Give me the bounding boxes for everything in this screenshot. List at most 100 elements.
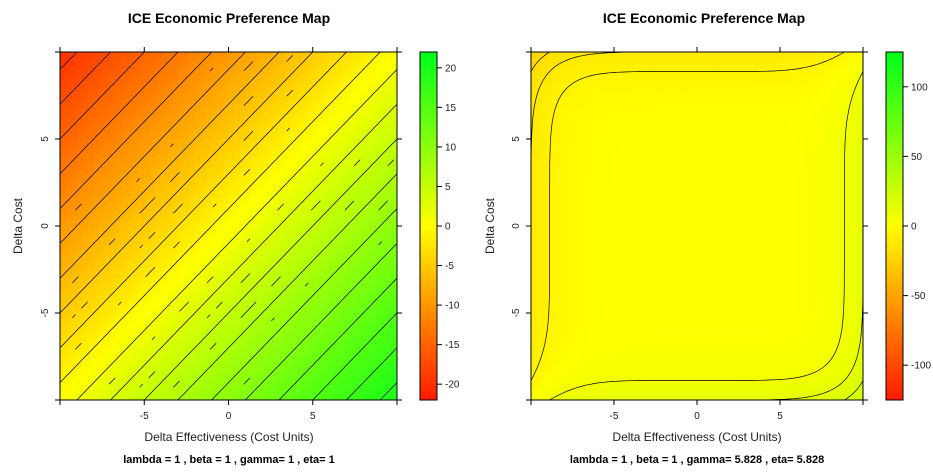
heatmap-cell — [542, 173, 549, 181]
heatmap-cell — [547, 75, 554, 82]
heatmap-cell — [116, 376, 123, 384]
heatmap-cell — [200, 359, 207, 366]
heatmap-cell — [121, 284, 128, 291]
heatmap-cell — [641, 69, 648, 76]
heatmap-cell — [630, 81, 637, 88]
heatmap-cell — [591, 266, 598, 273]
heatmap-cell — [357, 156, 364, 163]
heatmap-cell — [183, 295, 190, 302]
heatmap-cell — [542, 289, 549, 297]
heatmap-cell — [301, 63, 308, 70]
heatmap-cell — [256, 86, 263, 94]
heatmap-cell — [228, 75, 235, 82]
heatmap-cell — [335, 168, 342, 175]
heatmap-cell — [295, 266, 303, 273]
heatmap-cell — [531, 237, 538, 244]
heatmap-cell — [189, 52, 196, 59]
heatmap-cell — [363, 324, 370, 331]
heatmap-cell — [569, 191, 576, 198]
heatmap-cell — [385, 226, 392, 233]
heatmap-cell — [547, 179, 554, 186]
heatmap-cell — [166, 226, 173, 233]
heatmap-cell — [391, 156, 397, 163]
heatmap-cell — [385, 336, 392, 343]
heatmap-cell — [245, 295, 252, 302]
heatmap-cell — [391, 301, 397, 308]
heatmap-cell — [614, 347, 621, 355]
heatmap-cell — [222, 173, 230, 181]
heatmap-cell — [228, 272, 235, 279]
heatmap-cell — [121, 156, 128, 163]
heatmap-cell — [279, 86, 286, 94]
heatmap-cell — [133, 394, 140, 400]
heatmap-cell — [138, 284, 145, 291]
heatmap-cell — [301, 371, 308, 378]
heatmap-cell — [133, 86, 140, 94]
heatmap-cell — [217, 313, 224, 320]
heatmap-cell — [340, 81, 348, 88]
heatmap-cell — [262, 115, 269, 123]
heatmap-cell — [104, 260, 112, 268]
heatmap-cell — [329, 52, 336, 59]
heatmap-cell — [93, 173, 100, 181]
heatmap-cell — [542, 376, 549, 384]
heatmap-cell — [200, 260, 207, 268]
heatmap-cell — [641, 63, 648, 70]
heatmap-cell — [172, 179, 179, 186]
heatmap-cell — [200, 139, 207, 146]
heatmap-cell — [76, 365, 84, 372]
heatmap-cell — [273, 150, 280, 157]
heatmap-cell — [368, 260, 376, 268]
heatmap-cell — [104, 208, 112, 215]
heatmap-cell — [149, 75, 157, 82]
heatmap-cell — [88, 382, 95, 389]
heatmap-cell — [614, 214, 621, 221]
heatmap-cell — [580, 255, 587, 262]
heatmap-cell — [267, 342, 275, 349]
heatmap-cell — [161, 249, 168, 256]
heatmap-cell — [245, 156, 252, 163]
heatmap-cell — [273, 75, 280, 82]
heatmap-cell — [547, 237, 554, 244]
heatmap-cell — [93, 266, 100, 273]
heatmap-cell — [273, 365, 280, 372]
heatmap-cell — [82, 289, 89, 297]
heatmap-cell — [301, 121, 308, 128]
heatmap-cell — [71, 57, 78, 65]
heatmap-cell — [82, 336, 89, 343]
heatmap-cell — [346, 57, 353, 65]
heatmap-cell — [76, 168, 84, 175]
heatmap-cell — [335, 243, 342, 250]
heatmap-cell — [619, 313, 626, 320]
heatmap-cell — [200, 104, 207, 111]
heatmap-cell — [575, 284, 582, 291]
heatmap-cell — [161, 110, 168, 117]
heatmap-cell — [363, 382, 370, 389]
heatmap-cell — [206, 342, 213, 349]
heatmap-cell — [553, 231, 560, 239]
heatmap-cell — [211, 191, 218, 198]
heatmap-cell — [374, 266, 381, 273]
heatmap-cell — [647, 156, 654, 163]
heatmap-cell — [217, 347, 224, 355]
heatmap-cell — [138, 156, 145, 163]
heatmap-cell — [625, 162, 632, 169]
heatmap-cell — [245, 214, 252, 221]
heatmap-cell — [284, 57, 291, 65]
heatmap-cell — [228, 318, 235, 326]
heatmap-cell — [290, 57, 297, 65]
heatmap-cell — [82, 347, 89, 355]
heatmap-cell — [76, 313, 84, 320]
heatmap-cell — [239, 179, 246, 186]
heatmap-cell — [82, 173, 89, 181]
heatmap-cell — [290, 179, 297, 186]
heatmap-cell — [312, 208, 319, 215]
heatmap-cell — [295, 289, 303, 297]
heatmap-cell — [60, 382, 67, 389]
heatmap-cell — [116, 243, 123, 250]
heatmap-cell — [71, 104, 78, 111]
heatmap-cell — [312, 220, 319, 227]
heatmap-cell — [558, 86, 565, 94]
heatmap-cell — [284, 104, 291, 111]
heatmap-cell — [284, 313, 291, 320]
